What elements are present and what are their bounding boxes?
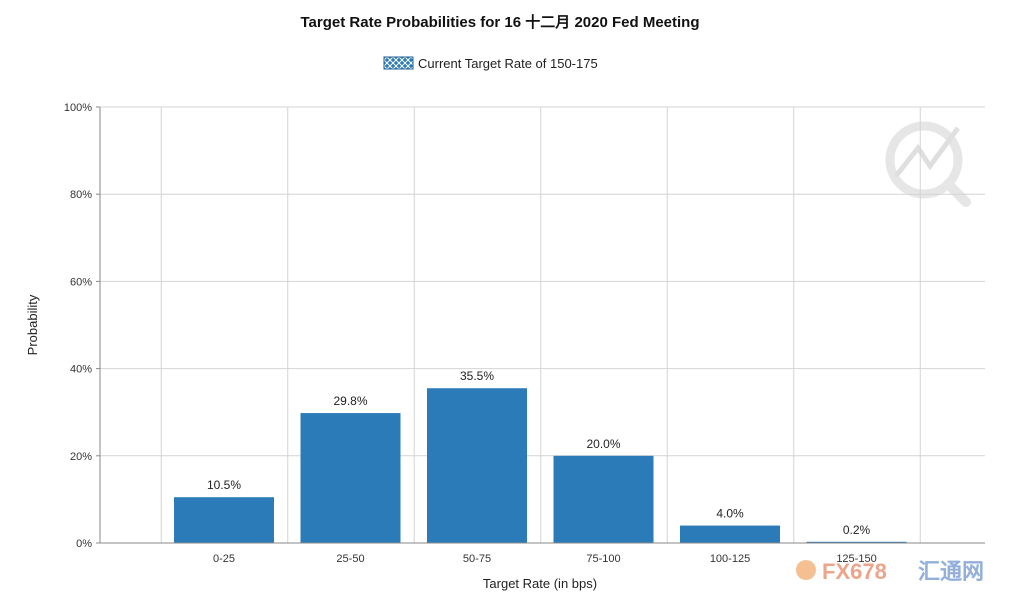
data-label-25-50: 29.8% <box>333 394 367 408</box>
x-axis-ticks: 0-25 25-50 50-75 75-100 100-125 125-150 <box>213 553 877 565</box>
watermark-logo-icon <box>885 121 971 207</box>
data-label-50-75: 35.5% <box>460 369 494 383</box>
legend-swatch <box>383 56 414 70</box>
y-tick-label: 0% <box>76 538 92 550</box>
x-axis-label: Target Rate (in bps) <box>483 576 597 591</box>
x-tick-label: 0-25 <box>213 553 235 565</box>
watermark-flame-icon <box>796 560 816 580</box>
bar-100-125 <box>680 525 780 543</box>
watermark-brand: FX678 汇通网 <box>796 559 984 584</box>
x-tick-label: 50-75 <box>463 553 491 565</box>
y-axis-label: Probability <box>25 294 40 355</box>
data-label-125-150: 0.2% <box>843 523 871 537</box>
y-tick-label: 40% <box>70 364 92 376</box>
bar-50-75 <box>427 388 527 543</box>
axes <box>99 107 985 544</box>
bar-0-25 <box>174 497 274 543</box>
watermark-brand-cn: 汇通网 <box>918 559 984 584</box>
chart-title: Target Rate Probabilities for 16 十二月 202… <box>301 13 700 31</box>
y-tick-label: 60% <box>70 276 92 288</box>
y-tick-label: 20% <box>70 451 92 463</box>
bars: 10.5% 29.8% 35.5% 20.0% 4.0% 0.2% <box>174 369 907 543</box>
bar-125-150 <box>806 541 907 543</box>
legend-label: Current Target Rate of 150-175 <box>418 56 598 71</box>
x-tick-label: 25-50 <box>336 553 364 565</box>
y-tick-label: 100% <box>64 102 92 114</box>
bar-75-100 <box>553 455 654 543</box>
legend: Current Target Rate of 150-175 <box>383 56 598 71</box>
bar-25-50 <box>300 413 401 543</box>
data-label-75-100: 20.0% <box>586 437 620 451</box>
watermark-brand-text: FX678 <box>822 559 887 584</box>
data-label-0-25: 10.5% <box>207 478 241 492</box>
x-tick-label: 75-100 <box>586 553 620 565</box>
y-tick-label: 80% <box>70 189 92 201</box>
x-tick-label: 125-150 <box>836 553 876 565</box>
y-axis-ticks: 0% 20% 40% 60% 80% 100% <box>64 102 100 550</box>
x-tick-label: 100-125 <box>710 553 750 565</box>
data-label-100-125: 4.0% <box>716 507 744 521</box>
